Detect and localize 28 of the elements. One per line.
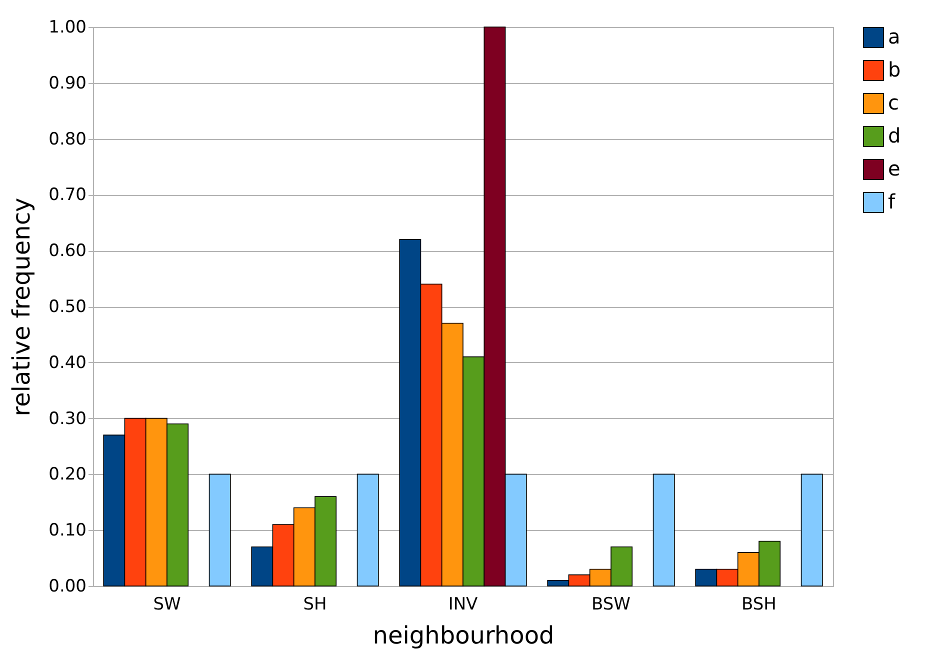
x-tick-label: BSH (742, 594, 776, 614)
y-tick-label: 0.30 (48, 408, 86, 429)
legend-label: b (888, 58, 901, 82)
x-tick-label: SW (153, 594, 181, 614)
y-tick-label: 0.10 (48, 520, 86, 541)
y-tick-label: 0.40 (48, 352, 86, 373)
x-tick-label: BSW (592, 594, 631, 614)
legend-label: d (888, 124, 901, 148)
x-tick-label: SH (303, 594, 327, 614)
x-axis-title: neighbourhood (372, 622, 554, 650)
bar (652, 474, 675, 586)
legend-label: c (888, 90, 899, 114)
legend-label: a (888, 24, 900, 48)
legend-label: f (888, 190, 896, 214)
bar (208, 474, 231, 586)
y-tick-label: 0.90 (48, 73, 86, 94)
y-tick-label: 0.80 (48, 129, 86, 150)
y-axis-title: relative frequency (8, 198, 36, 416)
bar (800, 474, 823, 586)
x-tick-label: INV (448, 594, 478, 614)
y-tick-label: 0.70 (48, 185, 86, 206)
y-tick-label: 0.20 (48, 464, 86, 485)
y-tick-label: 1.00 (48, 18, 86, 38)
legend-label: e (888, 156, 900, 180)
bar (356, 474, 379, 586)
y-tick-label: 0.00 (48, 576, 86, 596)
y-tick-label: 0.60 (48, 241, 86, 262)
y-tick-label: 0.50 (48, 297, 86, 317)
